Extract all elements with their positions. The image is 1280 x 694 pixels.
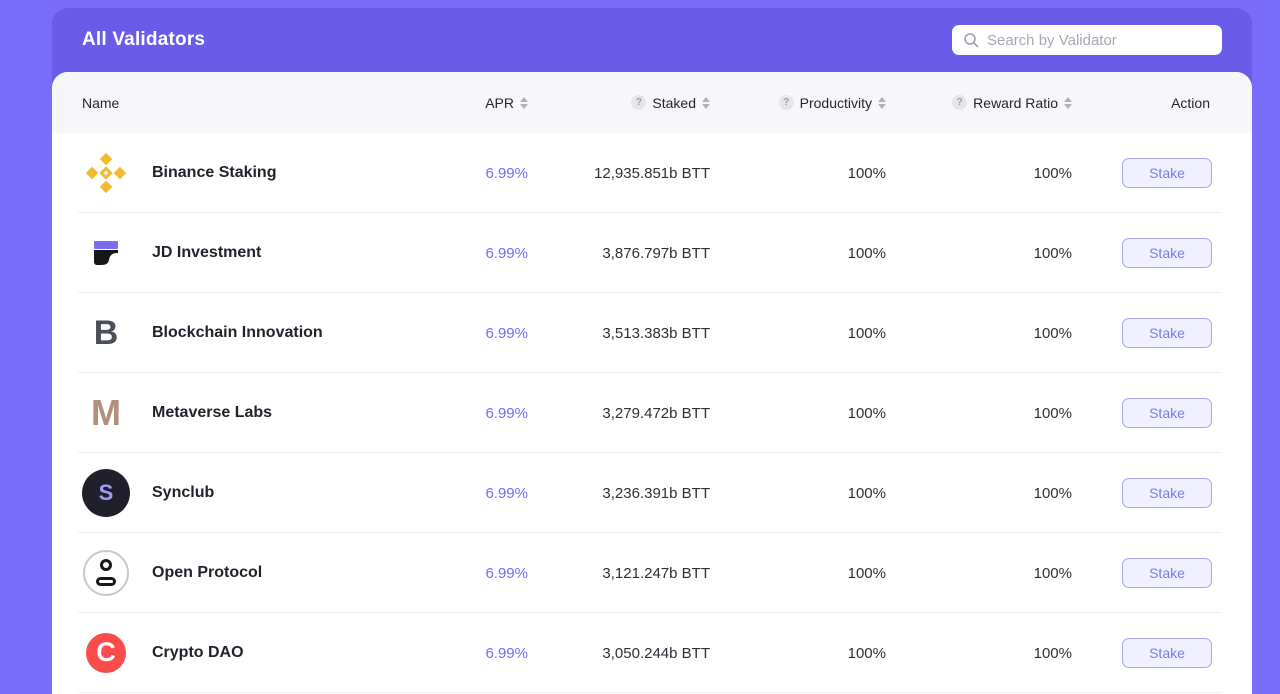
reward-ratio-value: 100% <box>1033 484 1072 502</box>
table-header-row: Name APR ? Staked ? Productivity ? <box>52 72 1252 133</box>
productivity-value: 100% <box>847 564 886 582</box>
staked-value: 3,279.472b BTT <box>602 404 710 422</box>
productivity-value: 100% <box>847 164 886 182</box>
search-box[interactable] <box>952 25 1222 55</box>
validator-row: Binance Staking 6.99% 12,935.851b BTT 10… <box>52 133 1252 213</box>
staked-value: 3,121.247b BTT <box>602 564 710 582</box>
apr-value: 6.99% <box>485 404 528 422</box>
validator-name: Binance Staking <box>152 164 277 181</box>
apr-value: 6.99% <box>485 564 528 582</box>
column-header-apr[interactable]: APR <box>412 95 528 111</box>
validator-row: C Crypto DAO 6.99% 3,050.244b BTT 100% 1… <box>52 613 1252 693</box>
stake-button[interactable]: Stake <box>1122 638 1212 668</box>
help-icon[interactable]: ? <box>952 95 968 110</box>
sort-icon[interactable] <box>702 96 710 109</box>
reward-ratio-value: 100% <box>1033 564 1072 582</box>
staked-value: 3,513.383b BTT <box>602 324 710 342</box>
productivity-value: 100% <box>847 644 886 662</box>
validators-table: Name APR ? Staked ? Productivity ? <box>52 72 1252 694</box>
column-header-productivity[interactable]: ? Productivity <box>710 95 886 111</box>
column-header-staked[interactable]: ? Staked <box>528 95 710 111</box>
help-icon[interactable]: ? <box>778 95 794 110</box>
reward-ratio-value: 100% <box>1033 324 1072 342</box>
card-header: All Validators <box>52 8 1252 72</box>
validator-row: JD Investment 6.99% 3,876.797b BTT 100% … <box>52 213 1252 293</box>
search-icon <box>964 33 979 48</box>
column-header-action: Action <box>1171 94 1210 111</box>
staked-value: 3,050.244b BTT <box>602 644 710 662</box>
sort-icon[interactable] <box>878 96 886 109</box>
search-input[interactable] <box>987 31 1211 49</box>
blockchain-innovation-logo-icon: B <box>93 314 119 352</box>
validator-name: Open Protocol <box>152 564 263 581</box>
jd-investment-logo-icon <box>82 229 130 277</box>
stake-button[interactable]: Stake <box>1122 558 1212 588</box>
productivity-value: 100% <box>847 324 886 342</box>
staked-value: 3,236.391b BTT <box>602 484 710 502</box>
reward-ratio-value: 100% <box>1033 244 1072 262</box>
validators-card: All Validators Name APR ? <box>52 8 1252 694</box>
help-icon[interactable]: ? <box>631 95 647 110</box>
sort-icon[interactable] <box>1064 96 1072 109</box>
binance-logo-icon <box>82 149 130 197</box>
staked-value: 12,935.851b BTT <box>594 164 710 182</box>
apr-value: 6.99% <box>485 164 528 182</box>
crypto-dao-logo-icon: C <box>82 629 130 677</box>
productivity-value: 100% <box>847 404 886 422</box>
validator-row: Open Protocol 6.99% 3,121.247b BTT 100% … <box>52 533 1252 613</box>
validator-row: B Blockchain Innovation 6.99% 3,513.383b… <box>52 293 1252 373</box>
metaverse-labs-logo-icon: M <box>91 392 121 433</box>
stake-button[interactable]: Stake <box>1122 478 1212 508</box>
apr-value: 6.99% <box>485 324 528 342</box>
page-title: All Validators <box>82 29 206 50</box>
validator-name: Crypto DAO <box>152 644 244 661</box>
validator-row: M Metaverse Labs 6.99% 3,279.472b BTT 10… <box>52 373 1252 453</box>
validator-name: Metaverse Labs <box>152 404 273 421</box>
validator-name: Blockchain Innovation <box>152 324 323 341</box>
column-header-reward-ratio[interactable]: ? Reward Ratio <box>886 95 1072 111</box>
validator-row: S Synclub 6.99% 3,236.391b BTT 100% 100%… <box>52 453 1252 533</box>
sort-icon[interactable] <box>520 96 528 109</box>
synclub-logo-icon: S <box>82 469 130 517</box>
apr-value: 6.99% <box>485 484 528 502</box>
stake-button[interactable]: Stake <box>1122 158 1212 188</box>
validator-name: Synclub <box>152 484 215 501</box>
reward-ratio-value: 100% <box>1033 164 1072 182</box>
open-protocol-logo-icon <box>82 549 130 597</box>
productivity-value: 100% <box>847 244 886 262</box>
reward-ratio-value: 100% <box>1033 404 1072 422</box>
apr-value: 6.99% <box>485 244 528 262</box>
staked-value: 3,876.797b BTT <box>602 244 710 262</box>
validator-name: JD Investment <box>152 244 262 261</box>
stake-button[interactable]: Stake <box>1122 398 1212 428</box>
reward-ratio-value: 100% <box>1033 644 1072 662</box>
stake-button[interactable]: Stake <box>1122 238 1212 268</box>
apr-value: 6.99% <box>485 644 528 662</box>
productivity-value: 100% <box>847 484 886 502</box>
column-header-name: Name <box>82 94 120 111</box>
stake-button[interactable]: Stake <box>1122 318 1212 348</box>
